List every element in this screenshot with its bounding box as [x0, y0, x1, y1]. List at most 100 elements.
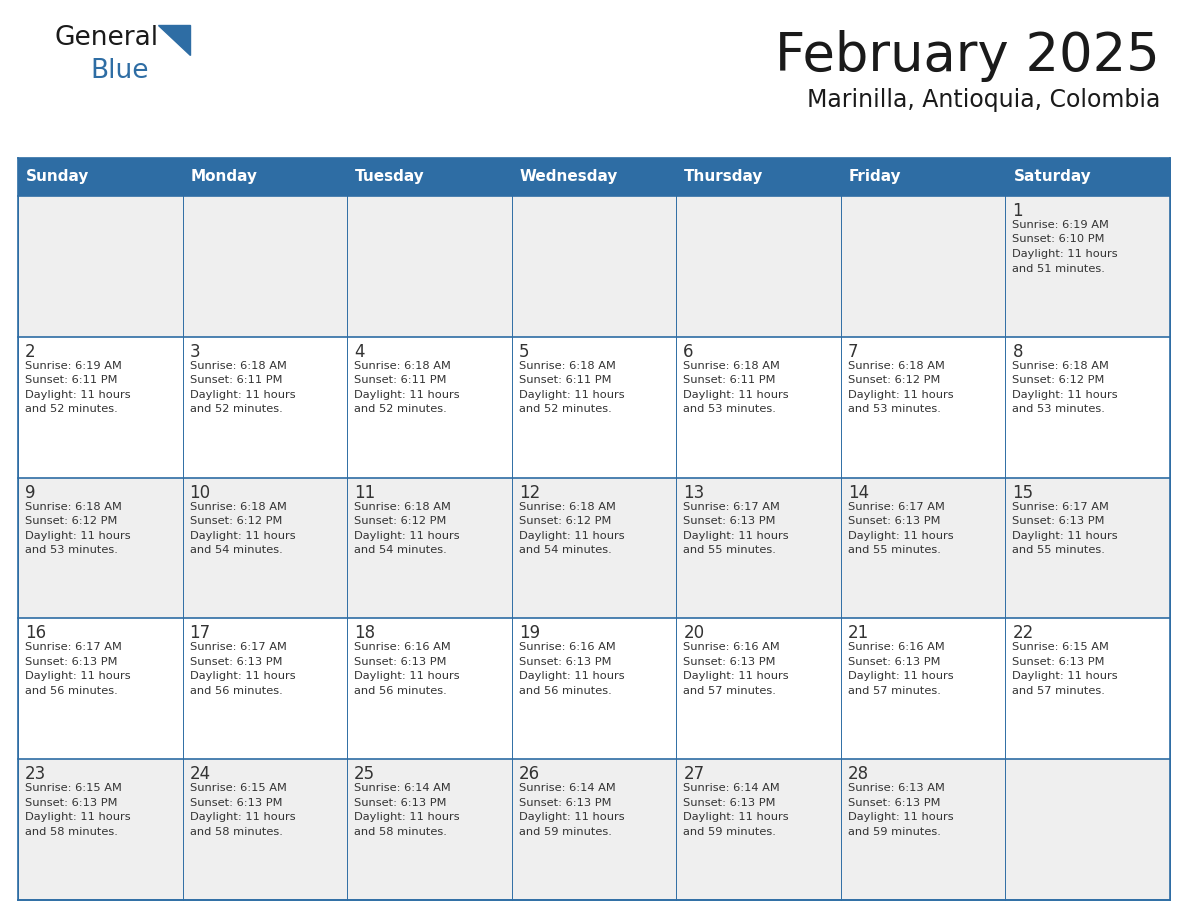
Text: Sunrise: 6:15 AM: Sunrise: 6:15 AM: [25, 783, 122, 793]
Text: 13: 13: [683, 484, 704, 501]
Text: Sunrise: 6:18 AM: Sunrise: 6:18 AM: [848, 361, 944, 371]
Text: Sunrise: 6:16 AM: Sunrise: 6:16 AM: [519, 643, 615, 653]
Text: Daylight: 11 hours: Daylight: 11 hours: [683, 531, 789, 541]
Text: Sunset: 6:12 PM: Sunset: 6:12 PM: [354, 516, 447, 526]
Text: Daylight: 11 hours: Daylight: 11 hours: [848, 812, 954, 823]
Text: Daylight: 11 hours: Daylight: 11 hours: [683, 671, 789, 681]
Text: Sunrise: 6:19 AM: Sunrise: 6:19 AM: [25, 361, 122, 371]
Text: Sunday: Sunday: [26, 170, 89, 185]
Text: Marinilla, Antioquia, Colombia: Marinilla, Antioquia, Colombia: [807, 88, 1159, 112]
Text: and 55 minutes.: and 55 minutes.: [1012, 545, 1105, 555]
Text: Daylight: 11 hours: Daylight: 11 hours: [190, 390, 295, 400]
Bar: [18, 759, 1170, 900]
Text: Sunrise: 6:18 AM: Sunrise: 6:18 AM: [354, 501, 451, 511]
Text: 6: 6: [683, 342, 694, 361]
Text: Sunset: 6:12 PM: Sunset: 6:12 PM: [25, 516, 118, 526]
Text: Daylight: 11 hours: Daylight: 11 hours: [354, 531, 460, 541]
Text: Sunset: 6:13 PM: Sunset: 6:13 PM: [25, 798, 118, 808]
Text: Sunset: 6:13 PM: Sunset: 6:13 PM: [1012, 657, 1105, 666]
Text: and 52 minutes.: and 52 minutes.: [519, 404, 612, 414]
Text: Daylight: 11 hours: Daylight: 11 hours: [354, 671, 460, 681]
Text: Sunset: 6:11 PM: Sunset: 6:11 PM: [25, 375, 118, 386]
Text: Sunrise: 6:16 AM: Sunrise: 6:16 AM: [848, 643, 944, 653]
Text: and 54 minutes.: and 54 minutes.: [354, 545, 447, 555]
Text: 9: 9: [25, 484, 36, 501]
Text: and 52 minutes.: and 52 minutes.: [190, 404, 283, 414]
Text: Daylight: 11 hours: Daylight: 11 hours: [519, 531, 625, 541]
Text: Sunrise: 6:19 AM: Sunrise: 6:19 AM: [1012, 220, 1110, 230]
Text: 3: 3: [190, 342, 201, 361]
Text: 21: 21: [848, 624, 870, 643]
Text: Sunset: 6:11 PM: Sunset: 6:11 PM: [683, 375, 776, 386]
Text: Wednesday: Wednesday: [519, 170, 618, 185]
Text: Daylight: 11 hours: Daylight: 11 hours: [519, 812, 625, 823]
Text: Daylight: 11 hours: Daylight: 11 hours: [190, 671, 295, 681]
Text: Saturday: Saturday: [1013, 170, 1092, 185]
Text: Sunset: 6:11 PM: Sunset: 6:11 PM: [519, 375, 611, 386]
Text: Sunset: 6:13 PM: Sunset: 6:13 PM: [848, 657, 941, 666]
Text: Sunset: 6:12 PM: Sunset: 6:12 PM: [848, 375, 940, 386]
Text: Sunset: 6:13 PM: Sunset: 6:13 PM: [683, 516, 776, 526]
Text: Daylight: 11 hours: Daylight: 11 hours: [25, 671, 131, 681]
Text: Sunset: 6:13 PM: Sunset: 6:13 PM: [683, 657, 776, 666]
Text: 4: 4: [354, 342, 365, 361]
Text: 8: 8: [1012, 342, 1023, 361]
Text: Sunrise: 6:18 AM: Sunrise: 6:18 AM: [519, 501, 615, 511]
Text: Daylight: 11 hours: Daylight: 11 hours: [354, 812, 460, 823]
Text: Sunrise: 6:15 AM: Sunrise: 6:15 AM: [190, 783, 286, 793]
Text: Sunset: 6:13 PM: Sunset: 6:13 PM: [848, 516, 941, 526]
Text: Sunrise: 6:18 AM: Sunrise: 6:18 AM: [354, 361, 451, 371]
Text: Tuesday: Tuesday: [355, 170, 425, 185]
Text: 15: 15: [1012, 484, 1034, 501]
Text: Daylight: 11 hours: Daylight: 11 hours: [25, 812, 131, 823]
Text: General: General: [55, 25, 159, 51]
Text: and 56 minutes.: and 56 minutes.: [190, 686, 283, 696]
Text: and 56 minutes.: and 56 minutes.: [519, 686, 612, 696]
Text: and 54 minutes.: and 54 minutes.: [519, 545, 612, 555]
Text: Daylight: 11 hours: Daylight: 11 hours: [519, 390, 625, 400]
Text: 10: 10: [190, 484, 210, 501]
Text: and 57 minutes.: and 57 minutes.: [1012, 686, 1105, 696]
Text: and 53 minutes.: and 53 minutes.: [683, 404, 776, 414]
Text: Sunset: 6:13 PM: Sunset: 6:13 PM: [25, 657, 118, 666]
Text: and 58 minutes.: and 58 minutes.: [190, 827, 283, 836]
Text: and 52 minutes.: and 52 minutes.: [25, 404, 118, 414]
Text: and 57 minutes.: and 57 minutes.: [683, 686, 776, 696]
Bar: [18, 196, 1170, 337]
Text: Sunrise: 6:18 AM: Sunrise: 6:18 AM: [519, 361, 615, 371]
Text: Sunset: 6:11 PM: Sunset: 6:11 PM: [190, 375, 282, 386]
Text: Daylight: 11 hours: Daylight: 11 hours: [683, 390, 789, 400]
Text: 1: 1: [1012, 202, 1023, 220]
Text: Daylight: 11 hours: Daylight: 11 hours: [1012, 390, 1118, 400]
Text: Sunset: 6:11 PM: Sunset: 6:11 PM: [354, 375, 447, 386]
Text: Sunset: 6:13 PM: Sunset: 6:13 PM: [519, 798, 611, 808]
Text: February 2025: February 2025: [776, 30, 1159, 82]
Text: Daylight: 11 hours: Daylight: 11 hours: [848, 671, 954, 681]
Text: 16: 16: [25, 624, 46, 643]
Text: Sunrise: 6:14 AM: Sunrise: 6:14 AM: [683, 783, 781, 793]
Text: Daylight: 11 hours: Daylight: 11 hours: [1012, 531, 1118, 541]
Text: 7: 7: [848, 342, 859, 361]
Text: 22: 22: [1012, 624, 1034, 643]
Text: Sunset: 6:12 PM: Sunset: 6:12 PM: [1012, 375, 1105, 386]
Text: Sunrise: 6:17 AM: Sunrise: 6:17 AM: [25, 643, 122, 653]
Text: 12: 12: [519, 484, 541, 501]
Text: Sunset: 6:12 PM: Sunset: 6:12 PM: [190, 516, 282, 526]
Text: and 59 minutes.: and 59 minutes.: [519, 827, 612, 836]
Text: Sunset: 6:13 PM: Sunset: 6:13 PM: [354, 798, 447, 808]
Text: and 58 minutes.: and 58 minutes.: [25, 827, 118, 836]
Text: and 53 minutes.: and 53 minutes.: [25, 545, 118, 555]
Text: Daylight: 11 hours: Daylight: 11 hours: [1012, 249, 1118, 259]
Text: 18: 18: [354, 624, 375, 643]
Text: and 55 minutes.: and 55 minutes.: [848, 545, 941, 555]
Text: 25: 25: [354, 766, 375, 783]
Text: and 58 minutes.: and 58 minutes.: [354, 827, 447, 836]
Text: Daylight: 11 hours: Daylight: 11 hours: [190, 531, 295, 541]
Text: Daylight: 11 hours: Daylight: 11 hours: [519, 671, 625, 681]
Text: and 56 minutes.: and 56 minutes.: [354, 686, 447, 696]
Text: and 56 minutes.: and 56 minutes.: [25, 686, 118, 696]
Text: Monday: Monday: [190, 170, 258, 185]
Text: 24: 24: [190, 766, 210, 783]
Text: and 53 minutes.: and 53 minutes.: [1012, 404, 1105, 414]
Text: and 51 minutes.: and 51 minutes.: [1012, 263, 1105, 274]
